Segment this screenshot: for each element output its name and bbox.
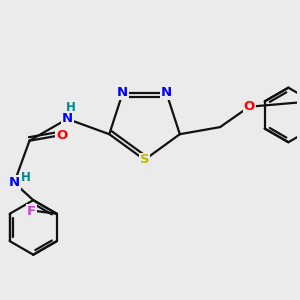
Text: N: N xyxy=(9,176,20,189)
Text: N: N xyxy=(117,86,128,99)
Text: S: S xyxy=(140,153,149,166)
Text: H: H xyxy=(66,101,76,115)
Text: O: O xyxy=(56,129,68,142)
Text: F: F xyxy=(27,205,36,218)
Text: N: N xyxy=(62,112,73,125)
Text: N: N xyxy=(161,86,172,99)
Text: O: O xyxy=(244,100,255,113)
Text: H: H xyxy=(21,171,31,184)
